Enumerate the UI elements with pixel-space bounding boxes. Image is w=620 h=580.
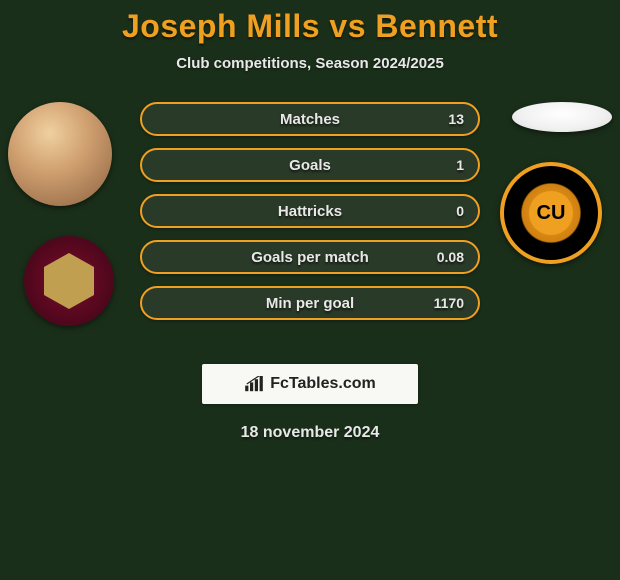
stats-area: Matches 13 Goals 1 Hattricks 0 Goals per… bbox=[0, 102, 620, 352]
brand-text: FcTables.com bbox=[270, 375, 376, 393]
stat-label: Min per goal bbox=[266, 295, 354, 312]
stat-label: Goals per match bbox=[251, 249, 369, 266]
stat-row-hattricks: Hattricks 0 bbox=[140, 194, 480, 228]
player-left-photo bbox=[8, 102, 112, 206]
player-right-photo bbox=[512, 102, 612, 132]
stat-row-goals: Goals 1 bbox=[140, 148, 480, 182]
stat-right-value: 0.08 bbox=[437, 249, 464, 265]
stat-label: Matches bbox=[280, 111, 340, 128]
stat-row-goals-per-match: Goals per match 0.08 bbox=[140, 240, 480, 274]
stat-right-value: 0 bbox=[456, 203, 464, 219]
chart-icon bbox=[244, 376, 264, 392]
stat-row-min-per-goal: Min per goal 1170 bbox=[140, 286, 480, 320]
club-left-badge bbox=[24, 236, 114, 326]
stat-row-matches: Matches 13 bbox=[140, 102, 480, 136]
stat-label: Goals bbox=[289, 157, 331, 174]
stat-label: Hattricks bbox=[278, 203, 342, 220]
page-title: Joseph Mills vs Bennett bbox=[0, 8, 620, 45]
comparison-card: Joseph Mills vs Bennett Club competition… bbox=[0, 0, 620, 442]
club-right-badge bbox=[500, 162, 602, 264]
date-text: 18 november 2024 bbox=[0, 424, 620, 442]
subtitle: Club competitions, Season 2024/2025 bbox=[0, 55, 620, 72]
brand-box[interactable]: FcTables.com bbox=[202, 364, 418, 404]
stat-right-value: 1 bbox=[456, 157, 464, 173]
stat-right-value: 1170 bbox=[434, 295, 464, 311]
stat-right-value: 13 bbox=[448, 111, 464, 127]
stat-rows: Matches 13 Goals 1 Hattricks 0 Goals per… bbox=[140, 102, 480, 320]
